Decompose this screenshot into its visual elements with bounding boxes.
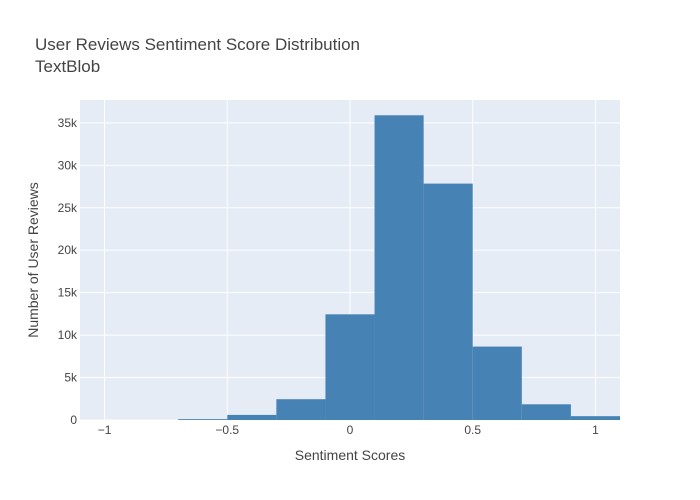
- y-tick-label: 20k: [58, 243, 78, 257]
- x-tick-label: −0.5: [215, 423, 239, 437]
- histogram-bar: [374, 115, 424, 421]
- y-axis-title: Number of User Reviews: [25, 182, 41, 338]
- histogram-bar: [178, 419, 228, 420]
- y-tick-label: 30k: [58, 158, 78, 172]
- y-tick-label: 0: [70, 413, 77, 427]
- y-tick-label: 25k: [58, 201, 78, 215]
- chart-subtitle: TextBlob: [35, 57, 101, 76]
- x-tick-label: 1: [592, 423, 599, 437]
- y-tick-label: 35k: [58, 116, 78, 130]
- x-tick-label: −1: [98, 423, 112, 437]
- chart-title-block: User Reviews Sentiment Score Distributio…: [35, 34, 360, 78]
- x-tick-label: 0: [347, 423, 354, 437]
- y-tick-label: 5k: [64, 371, 78, 385]
- x-tick-label: 0.5: [464, 423, 481, 437]
- chart-title: User Reviews Sentiment Score Distributio…: [35, 35, 361, 54]
- histogram-bar: [325, 314, 375, 420]
- histogram-bar: [521, 404, 571, 420]
- histogram-bar: [276, 399, 326, 420]
- histogram-bar: [227, 414, 277, 420]
- y-tick-label: 15k: [58, 286, 78, 300]
- y-tick-label: 10k: [58, 328, 78, 342]
- x-axis-title: Sentiment Scores: [295, 447, 406, 463]
- histogram-bar: [472, 346, 522, 420]
- histogram-bar: [423, 183, 473, 420]
- histogram-bar: [570, 416, 620, 420]
